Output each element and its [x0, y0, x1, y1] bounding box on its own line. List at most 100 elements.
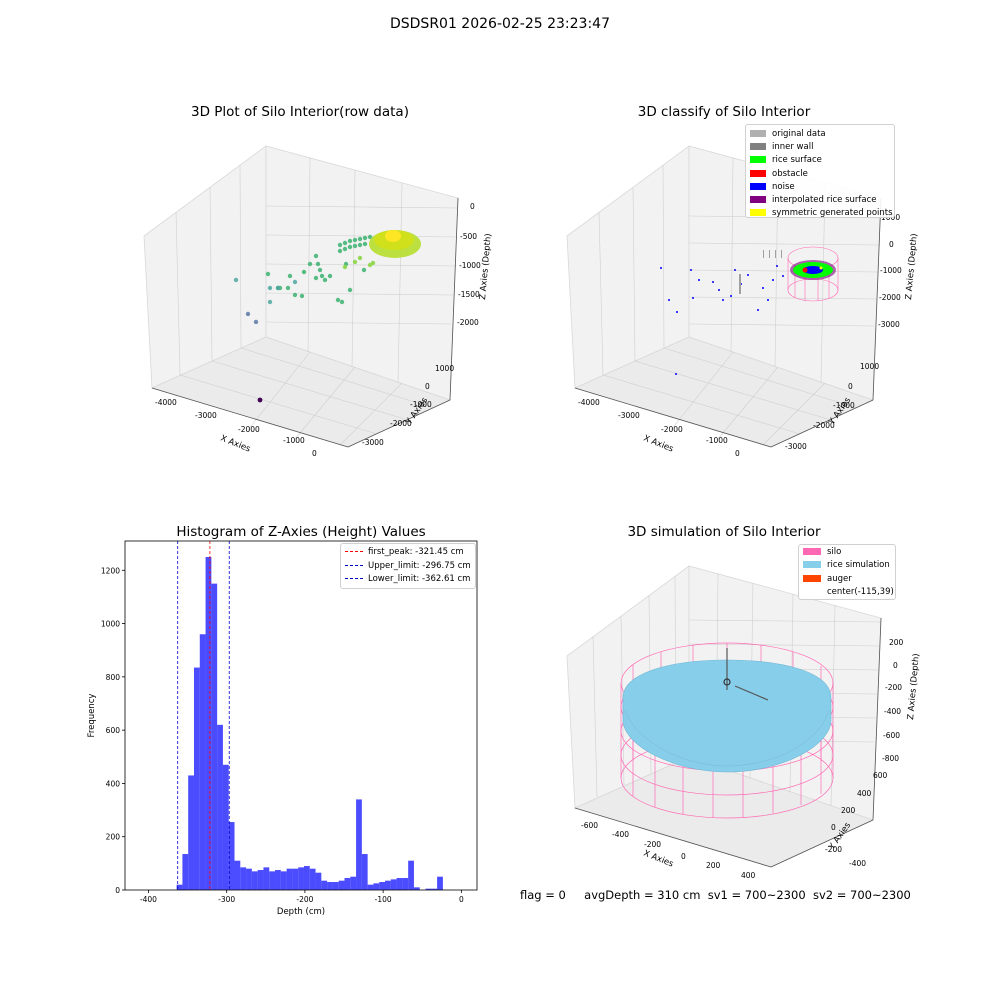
histogram-bar: [193, 667, 200, 890]
histogram-bar: [327, 882, 333, 890]
histogram-bar: [402, 878, 409, 890]
histogram-bar: [315, 872, 322, 890]
legend-item-noise: noise: [750, 181, 893, 194]
legend-item-first-peak: first_peak: -321.45 cm: [345, 546, 471, 560]
histogram-bar: [182, 854, 189, 890]
panel4-xlabel: X Axies: [642, 849, 675, 870]
panel4-xtick: 400: [741, 871, 756, 880]
panel1-ytick: -1000: [410, 400, 432, 409]
panel1-xtick: -1000: [283, 436, 305, 445]
histogram-bar: [413, 887, 420, 890]
histogram-bar: [309, 868, 316, 890]
panel4-zlabel: Z Axies (Depth): [906, 653, 922, 720]
histogram-bar: [234, 860, 241, 890]
histogram-bar: [251, 871, 258, 890]
histogram-bar: [385, 880, 391, 890]
panel2-ytick: 0: [848, 382, 853, 391]
panel4-ztick: 0: [893, 661, 898, 670]
status-flag: flag = 0: [520, 888, 566, 902]
panel1-ztick: -1500: [458, 290, 480, 299]
legend-item-inner-wall: inner wall: [750, 141, 893, 154]
panel2-ytick: -2000: [813, 421, 835, 430]
histogram-bar: [408, 860, 414, 890]
histogram-bar: [205, 556, 212, 890]
legend-swatch-noise: [750, 182, 766, 190]
histogram-bar: [425, 888, 432, 890]
panel2-xlabel: X Axies: [642, 434, 675, 455]
panel1-ytick: 1000: [435, 364, 454, 373]
histogram-bar: [390, 879, 397, 890]
panel1-xtick: -4000: [155, 398, 177, 407]
histogram-ytick-label: 0: [115, 886, 120, 895]
histogram-bar: [332, 882, 339, 890]
panel2-ytick: -1000: [833, 401, 855, 410]
histogram-bar: [437, 876, 443, 890]
legend-item-symmetric: symmetric generated points: [750, 207, 893, 220]
histogram-bar: [257, 870, 264, 890]
histogram-bar: [176, 884, 183, 890]
figure-title: DSDSR01 2026-02-25 23:23:47: [389, 16, 610, 32]
histogram-ytick-label: 1200: [101, 566, 120, 575]
histogram-xlabel: Depth (cm): [277, 907, 325, 917]
histogram-bar: [275, 870, 281, 890]
legend-item-original-data: original data: [750, 128, 893, 141]
histogram-frame: [124, 540, 478, 891]
histogram-xtick-label: -200: [296, 895, 313, 904]
histogram-ytick-label: 200: [106, 833, 121, 842]
panel4-ztick: 200: [889, 638, 904, 647]
histogram-bar: [286, 868, 293, 890]
panel1-points: [233, 230, 421, 403]
panel4-ytick: 200: [841, 806, 856, 815]
panel4-ytick: 0: [831, 823, 836, 832]
histogram-xtick-label: -100: [375, 895, 392, 904]
panel4-ztick: -600: [883, 731, 900, 740]
histogram-bar: [338, 880, 345, 890]
panel1-xtick: -2000: [238, 425, 260, 434]
histogram-bar: [303, 866, 310, 890]
panel4-ytick: 400: [857, 789, 872, 798]
histogram-bar: [344, 878, 351, 890]
histogram-bar: [373, 883, 380, 890]
panel1-ytick: 0: [425, 382, 430, 391]
panel2-ztick: 0: [889, 240, 894, 249]
legend-item-silo: silo: [803, 546, 894, 559]
panel2-title: 3D classify of Silo Interior: [637, 104, 811, 120]
legend-item-rice-surface: rice surface: [750, 154, 893, 167]
histogram-bar: [199, 634, 206, 890]
panel1-ztick: 0: [470, 202, 475, 211]
histogram-ytick-label: 400: [106, 779, 121, 788]
status-line: flag = 0 avgDepth = 310 cm sv1 = 700~230…: [520, 888, 911, 902]
histogram-bar: [269, 871, 276, 890]
panel1-ytick: -3000: [362, 438, 384, 447]
panel4-ytick: 600: [873, 771, 888, 780]
panel2-xtick: -4000: [578, 398, 600, 407]
panel1-title: 3D Plot of Silo Interior(row data): [191, 104, 409, 120]
legend-swatch-interpolated: [750, 196, 766, 204]
histogram-bar: [367, 884, 374, 890]
histogram-legend: first_peak: -321.45 cm Upper_limit: -296…: [340, 543, 476, 589]
legend-swatch-silo: [803, 548, 821, 555]
histogram-xtick-label: 0: [459, 895, 464, 904]
histogram-bar: [396, 878, 403, 890]
panel2-points: [660, 246, 839, 375]
histogram-bar: [431, 888, 438, 890]
legend-swatch-symmetric: [750, 209, 766, 217]
histogram-bar: [350, 876, 357, 890]
legend-item-obstacle: obstacle: [750, 168, 893, 181]
histogram-bar: [361, 854, 368, 890]
histogram-bar: [222, 764, 229, 890]
panel4-ytick: -200: [825, 845, 842, 854]
panel2-ytick: 1000: [860, 362, 879, 371]
panel1-xtick: -3000: [195, 411, 217, 420]
panel4-xtick: -200: [644, 840, 661, 849]
status-sv2: sv2 = 700~2300: [812, 888, 911, 902]
histogram-bars: [176, 556, 443, 890]
histogram-ytick-label: 1000: [101, 620, 120, 629]
legend-item-interpolated: interpolated rice surface: [750, 194, 893, 207]
panel2-xtick: -3000: [618, 411, 640, 420]
legend-line-first-peak: [345, 551, 363, 552]
histogram-vlines: [177, 541, 230, 890]
legend-item-upper-limit: Upper_limit: -296.75 cm: [345, 560, 471, 574]
panel4-xtick: 0: [681, 852, 686, 861]
panel1-ztick: -2000: [457, 318, 479, 327]
